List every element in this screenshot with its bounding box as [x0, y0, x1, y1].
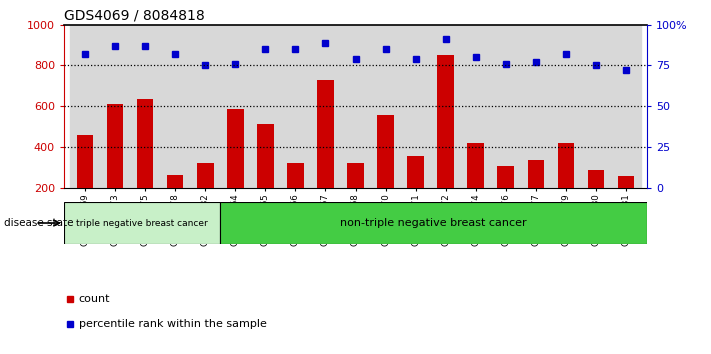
Bar	[220, 202, 647, 244]
Bar	[618, 176, 634, 188]
Bar	[317, 80, 333, 188]
Bar	[407, 156, 424, 188]
Bar	[581, 25, 611, 188]
Bar	[220, 25, 250, 188]
Bar	[107, 104, 123, 188]
Bar	[280, 25, 311, 188]
Bar	[100, 25, 130, 188]
Text: percentile rank within the sample: percentile rank within the sample	[78, 319, 267, 329]
Bar	[491, 25, 520, 188]
Bar	[400, 25, 431, 188]
Bar	[311, 25, 341, 188]
Bar	[70, 25, 100, 188]
Bar	[287, 163, 304, 188]
Bar	[378, 115, 394, 188]
Bar	[257, 124, 274, 188]
Text: triple negative breast cancer: triple negative breast cancer	[76, 218, 208, 228]
Bar	[347, 163, 364, 188]
Text: disease state: disease state	[4, 218, 73, 228]
Bar	[137, 99, 154, 188]
Bar	[498, 166, 514, 188]
Bar	[160, 25, 191, 188]
Bar	[227, 109, 244, 188]
Bar	[520, 25, 551, 188]
Text: GDS4069 / 8084818: GDS4069 / 8084818	[64, 8, 205, 22]
Bar	[437, 55, 454, 188]
Bar	[370, 25, 400, 188]
Bar	[461, 25, 491, 188]
Bar	[551, 25, 581, 188]
Bar	[250, 25, 280, 188]
Bar	[191, 25, 220, 188]
Text: count: count	[78, 294, 110, 304]
Bar	[197, 163, 213, 188]
Bar	[64, 202, 220, 244]
Bar	[130, 25, 160, 188]
Bar	[528, 160, 544, 188]
Bar	[77, 135, 93, 188]
Bar	[167, 176, 183, 188]
Bar	[557, 143, 574, 188]
Bar	[611, 25, 641, 188]
Bar	[588, 170, 604, 188]
Text: non-triple negative breast cancer: non-triple negative breast cancer	[341, 218, 527, 228]
Bar	[341, 25, 370, 188]
Bar	[431, 25, 461, 188]
Bar	[467, 143, 484, 188]
